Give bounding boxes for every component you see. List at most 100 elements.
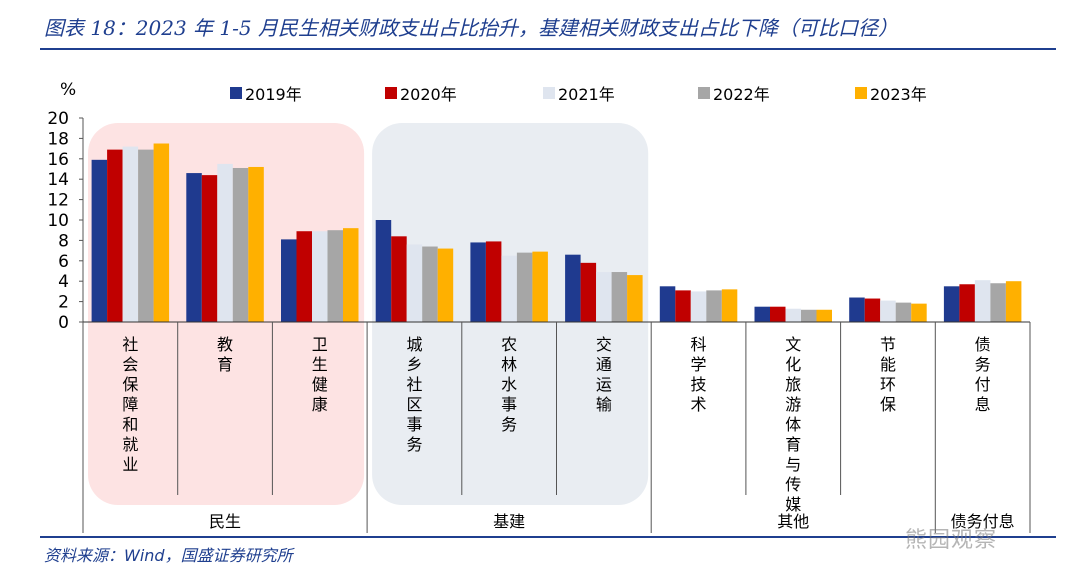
bar [565,254,581,322]
legend-swatch [230,87,242,99]
category-label: 与 [785,455,801,474]
bar [611,272,628,322]
category-label: 环 [880,375,896,394]
category-label: 社 [122,335,138,354]
legend-label: 2022年 [713,85,770,104]
y-tick-label: 20 [47,109,69,129]
category-label: 健 [312,375,328,394]
legend-label: 2019年 [245,85,302,104]
bar [1005,281,1022,322]
category-label: 传 [785,475,801,494]
bar [248,166,264,322]
y-tick-label: 10 [47,211,69,231]
bar [943,286,960,322]
category-label: 务 [406,435,422,454]
chart-title: 图表 18：2023 年 1-5 月民生相关财政支出占比抬升，基建相关财政支出占… [44,16,898,40]
group-label: 基建 [493,512,525,531]
category-label: 事 [406,415,422,434]
category-label: 区 [406,395,422,414]
legend-label: 2020年 [400,85,457,104]
category-label: 事 [501,395,517,414]
bar [201,175,218,322]
category-label: 科 [691,335,707,354]
group-label: 民生 [209,512,241,531]
bar [91,159,108,322]
bar [437,248,454,322]
category-label: 康 [312,395,328,414]
y-tick-label: 14 [47,170,69,190]
bar [911,303,927,322]
category-label: 息 [975,395,991,414]
category-label: 技 [691,375,707,394]
category-label: 运 [596,375,612,394]
bar [281,239,297,322]
category-label: 保 [880,395,896,414]
bar [343,228,359,322]
y-tick-label: 2 [58,293,69,313]
category-label: 会 [122,355,138,374]
bar [232,167,249,322]
y-tick-label: 6 [58,252,69,272]
title-divider [40,48,1056,50]
legend-label: 2021年 [558,85,615,104]
bar [849,297,865,322]
category-label: 输 [596,395,612,414]
y-tick-label: 12 [47,191,69,211]
bar [880,300,896,322]
category-label: 务 [975,355,991,374]
category-label: 育 [785,435,801,454]
bar [501,255,517,322]
bar [138,149,154,322]
bar [770,306,786,322]
bar [627,275,643,322]
legend-swatch [543,87,555,99]
category-label: 生 [312,355,328,374]
category-label: 社 [406,375,422,394]
bar [990,283,1006,322]
legend-swatch [698,87,710,99]
category-label: 障 [122,395,138,414]
category-label: 和 [122,415,138,434]
category-label: 能 [880,355,896,374]
category-label: 林 [501,355,517,374]
bar [485,241,502,322]
source-note: 资料来源：Wind，国盛证券研究所 [44,546,293,565]
bar [974,280,991,322]
category-label: 就 [122,435,138,454]
y-tick-label: 0 [58,313,69,333]
bar [153,143,170,322]
bar [516,252,533,322]
y-tick-label: 16 [47,150,69,170]
bar [959,284,975,322]
bar [690,291,707,322]
category-label: 务 [501,415,517,434]
category-label: 节 [880,335,896,354]
category-label: 化 [785,355,801,374]
category-label: 债 [975,335,991,354]
legend-swatch [385,87,397,99]
bar [391,236,407,322]
y-axis-unit: % [60,80,76,100]
category-label: 交 [596,335,612,354]
bar [296,231,312,322]
bar [532,251,548,322]
bar [754,306,770,322]
bar [327,230,343,322]
bar [186,173,202,322]
bar [675,290,691,322]
bar [107,149,123,322]
y-tick-label: 8 [58,231,69,251]
category-label: 乡 [406,355,422,374]
bar [659,286,676,322]
category-label: 媒 [785,495,801,514]
footer-divider [40,536,1056,538]
legend-label: 2023年 [870,85,927,104]
bar [816,309,832,322]
bar [217,163,233,322]
bar [580,262,597,322]
category-label: 体 [785,415,801,434]
bar [470,242,486,322]
legend-swatch [855,87,867,99]
category-label: 文 [785,335,801,354]
